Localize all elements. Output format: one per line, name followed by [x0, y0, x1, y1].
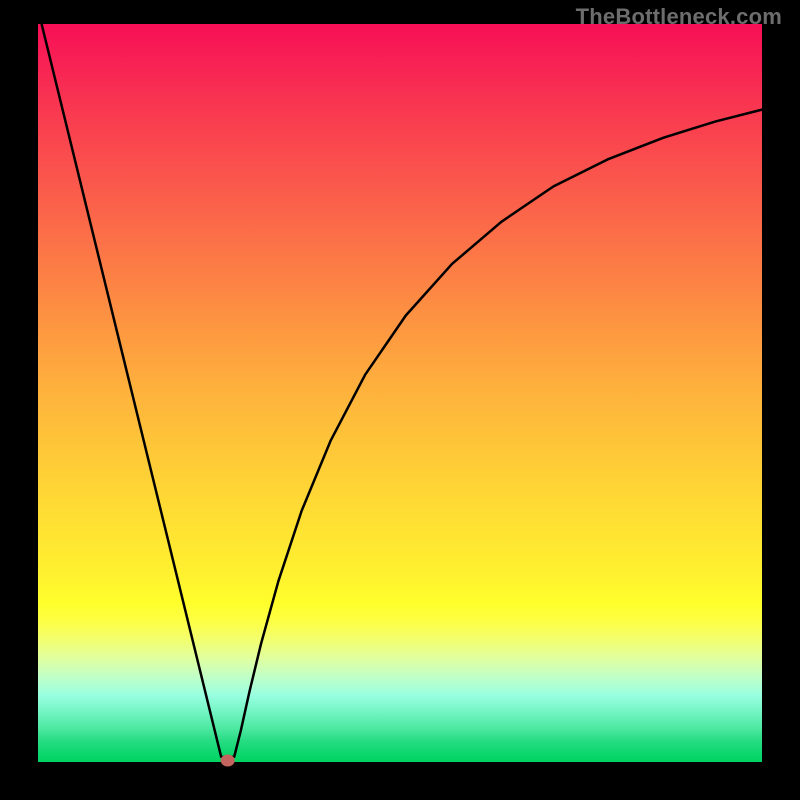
watermark-label: TheBottleneck.com — [576, 4, 782, 30]
bottleneck-chart-svg — [0, 0, 800, 800]
optimal-point-marker — [221, 755, 235, 767]
plot-background — [38, 24, 762, 762]
chart-container: TheBottleneck.com — [0, 0, 800, 800]
